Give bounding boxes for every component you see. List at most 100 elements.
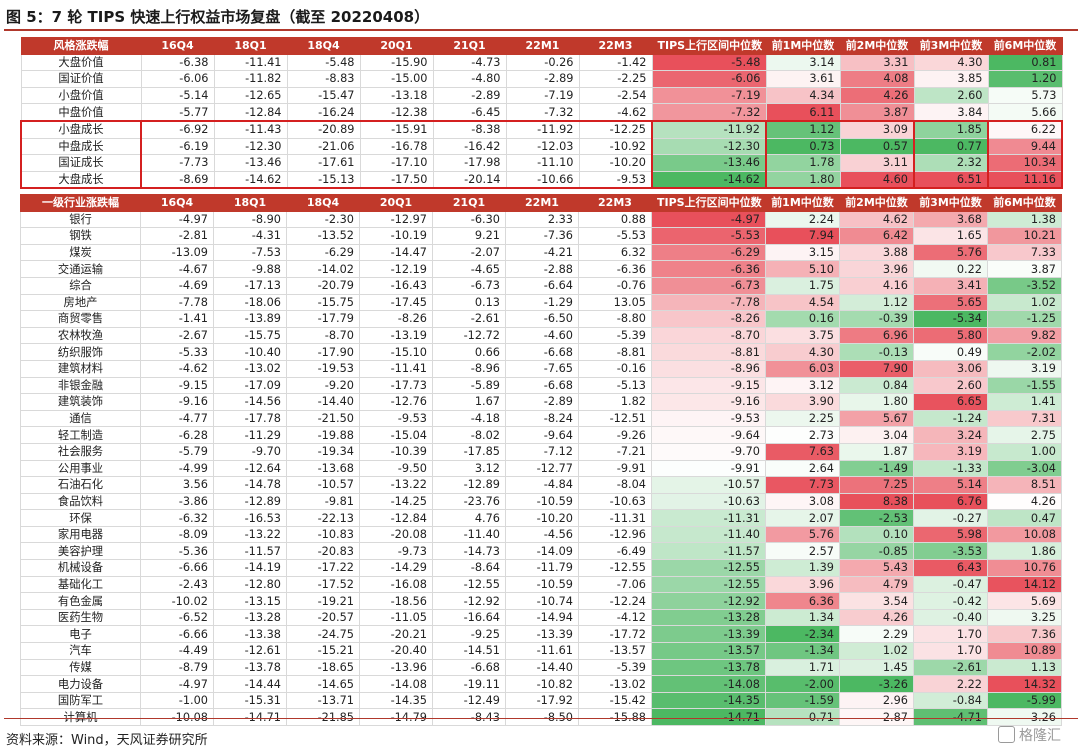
industry-table-median-cell: 0.84 xyxy=(839,376,914,395)
industry-table-median-cell: -8.96 xyxy=(651,359,766,378)
industry-table-value-cell: -14.35 xyxy=(359,691,433,710)
industry-table-median-cell: 1.86 xyxy=(987,542,1062,561)
style-table-median-cell: 5.66 xyxy=(987,103,1063,122)
industry-table-value-cell: -15.75 xyxy=(286,293,360,312)
industry-table-name-cell: 建筑装饰 xyxy=(20,393,141,411)
title-divider xyxy=(4,29,1078,31)
industry-table-median-cell: -0.85 xyxy=(839,542,914,561)
industry-table-value-cell: -6.68 xyxy=(432,658,506,677)
style-table-median-cell: -5.48 xyxy=(651,53,767,72)
industry-table-value-cell: -13.02 xyxy=(213,359,287,378)
industry-table-value-cell: 6.32 xyxy=(578,243,652,262)
style-table-median-cell: 3.11 xyxy=(839,154,915,172)
industry-table-value-cell: -4.56 xyxy=(505,525,579,544)
industry-table-median-cell: 8.51 xyxy=(987,476,1062,494)
industry-table-median-cell: 5.76 xyxy=(913,243,988,262)
watermark-logo: 格隆汇 xyxy=(998,725,1061,745)
industry-table-value-cell: -10.59 xyxy=(505,492,579,511)
industry-table-value-cell: -5.39 xyxy=(578,326,652,345)
industry-table-value-cell: -8.02 xyxy=(432,426,506,444)
industry-table-median-cell: 3.19 xyxy=(913,442,988,461)
industry-table-value-cell: -18.65 xyxy=(286,658,360,677)
industry-table-value-cell: 0.88 xyxy=(578,210,652,229)
industry-table-value-cell: -14.25 xyxy=(359,492,433,511)
industry-table-name-cell: 非银金融 xyxy=(20,376,141,395)
industry-table-median-cell: 1.45 xyxy=(839,658,914,677)
industry-table-median-cell: -2.00 xyxy=(765,675,840,693)
style-table-header-cell: 16Q4 xyxy=(140,37,215,55)
industry-table-median-cell: -13.39 xyxy=(651,625,766,644)
industry-table-name-cell: 美容护理 xyxy=(20,542,141,561)
industry-table-value-cell: -2.43 xyxy=(140,575,214,594)
industry-table-median-cell: 1.70 xyxy=(913,642,988,660)
industry-table-value-cell: 1.82 xyxy=(578,393,652,411)
industry-table-median-cell: 2.64 xyxy=(765,459,840,478)
industry-table-value-cell: -1.29 xyxy=(505,293,579,312)
industry-table-value-cell: -10.63 xyxy=(578,492,652,511)
style-table-value-cell: -4.62 xyxy=(578,103,653,122)
industry-table-median-cell: 7.73 xyxy=(765,476,840,494)
industry-table-value-cell: -14.29 xyxy=(359,559,433,577)
industry-table-value-cell: -23.76 xyxy=(432,492,506,511)
industry-table-body: 银行 -4.97 -8.90 -2.30 -12.97 -6.30 2.33 0.88 -4.9… xyxy=(20,210,1062,726)
industry-table-value-cell: -5.39 xyxy=(578,658,652,677)
industry-table-median-cell: 7.63 xyxy=(765,442,840,461)
industry-table-value-cell: -14.79 xyxy=(359,708,433,726)
industry-table-median-cell: 4.62 xyxy=(839,210,914,229)
industry-table-value-cell: -8.04 xyxy=(578,476,652,494)
style-table-value-cell: -15.13 xyxy=(286,170,361,190)
style-table-median-cell: -12.30 xyxy=(651,137,767,156)
industry-table-row: 综合 -4.69 -17.13 -20.79 -16.43 -6.73 -6.64 -0.76… xyxy=(20,276,1062,295)
style-table-name-cell: 大盘成长 xyxy=(20,170,142,190)
industry-table-value-cell: -8.79 xyxy=(140,658,214,677)
industry-table-row: 交通运输 -4.67 -9.88 -14.02 -12.19 -4.65 -2.88 -6.3… xyxy=(20,260,1062,278)
industry-table-value-cell: -11.05 xyxy=(359,608,433,627)
industry-table-row: 有色金属 -10.02 -13.15 -19.21 -18.56 -12.92 -10.74… xyxy=(20,592,1062,610)
industry-table-name-cell: 社会服务 xyxy=(20,442,141,461)
industry-table-value-cell: -5.36 xyxy=(140,542,214,561)
industry-table-value-cell: -6.73 xyxy=(432,276,506,295)
industry-table-median-cell: -3.52 xyxy=(987,276,1062,295)
industry-table-name-cell: 有色金属 xyxy=(20,592,141,610)
style-table-header-cell: 风格涨跌幅 xyxy=(20,37,142,55)
industry-table-median-cell: 5.76 xyxy=(765,525,840,544)
industry-table-median-cell: 1.02 xyxy=(987,293,1062,312)
industry-table-value-cell: -6.50 xyxy=(505,310,579,328)
industry-table-median-cell: 3.25 xyxy=(987,608,1062,627)
industry-table-value-cell: -8.81 xyxy=(578,343,652,361)
industry-table-value-cell: -15.75 xyxy=(213,326,287,345)
industry-table-name-cell: 计算机 xyxy=(20,708,141,726)
industry-table-name-cell: 房地产 xyxy=(20,293,141,312)
industry-table-value-cell: -9.25 xyxy=(432,625,506,644)
industry-table-value-cell: -11.29 xyxy=(213,426,287,444)
industry-table-median-cell: 1.13 xyxy=(987,658,1062,677)
industry-table-value-cell: -2.89 xyxy=(505,393,579,411)
industry-table-name-cell: 建筑材料 xyxy=(20,359,141,378)
industry-table-value-cell: -8.64 xyxy=(432,559,506,577)
industry-table-value-cell: -13.28 xyxy=(213,608,287,627)
industry-table-header: 一级行业涨跌幅 16Q4 18Q1 18Q4 20Q1 21Q1 22M1 22M3 TIPS上… xyxy=(20,194,1062,212)
industry-table-value-cell: -8.24 xyxy=(505,409,579,428)
style-table-median-cell: 1.85 xyxy=(913,119,989,139)
industry-table-value-cell: -14.51 xyxy=(432,642,506,660)
industry-table-value-cell: -17.45 xyxy=(359,293,433,312)
style-table-header-cell: 前1M中位数 xyxy=(765,37,841,55)
style-table-median-cell: 3.61 xyxy=(765,70,841,88)
style-table-median-cell: -13.46 xyxy=(651,154,767,172)
industry-table-row: 非银金融 -9.15 -17.09 -9.20 -17.73 -5.89 -6.68 -5.1… xyxy=(20,376,1062,395)
industry-table-header-cell: 22M3 xyxy=(578,194,652,212)
style-table-value-cell: -5.48 xyxy=(286,53,361,72)
style-table-value-cell: -17.50 xyxy=(359,170,434,190)
industry-table-median-cell: 3.15 xyxy=(765,243,840,262)
industry-table-value-cell: -11.41 xyxy=(359,359,433,378)
industry-table-median-cell: -8.26 xyxy=(651,310,766,328)
industry-table-value-cell: -0.16 xyxy=(578,359,652,378)
style-table-value-cell: -17.61 xyxy=(286,154,361,172)
style-table-median-cell: 6.22 xyxy=(987,119,1063,139)
style-table-value-cell: -17.98 xyxy=(432,154,507,172)
industry-table-median-cell: 3.26 xyxy=(987,708,1062,726)
industry-table-median-cell: -11.57 xyxy=(651,542,766,561)
industry-table-value-cell: -14.73 xyxy=(432,542,506,561)
industry-table-row: 汽车 -4.49 -12.61 -15.21 -20.40 -14.51 -11.61 -13… xyxy=(20,642,1062,660)
style-table-median-cell: 3.09 xyxy=(839,119,915,139)
